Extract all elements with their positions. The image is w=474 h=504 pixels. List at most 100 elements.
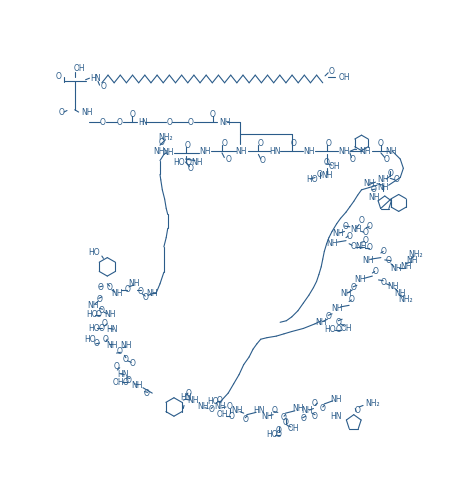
Text: O: O [329, 67, 335, 76]
Text: NH: NH [377, 175, 389, 184]
Text: O: O [380, 278, 386, 287]
Text: O: O [98, 324, 104, 333]
Text: NH: NH [162, 148, 173, 157]
Text: NH: NH [215, 403, 226, 411]
Text: NH: NH [131, 381, 143, 390]
Text: O: O [370, 185, 376, 195]
Text: O: O [378, 139, 384, 148]
Text: O: O [358, 216, 365, 225]
Text: NH: NH [87, 301, 98, 310]
Text: O: O [107, 283, 112, 292]
Text: NH: NH [362, 256, 374, 265]
Text: NH: NH [326, 239, 338, 248]
Text: NH: NH [338, 147, 349, 156]
Text: OH: OH [216, 410, 228, 419]
Text: HO: HO [86, 310, 98, 319]
Text: O: O [343, 222, 349, 230]
Text: O: O [96, 310, 102, 319]
Text: O: O [276, 425, 282, 434]
Text: O: O [380, 247, 386, 256]
Text: NH: NH [104, 310, 115, 319]
Text: HO: HO [84, 335, 96, 344]
Text: HO: HO [88, 248, 100, 258]
Text: O: O [312, 399, 318, 408]
Text: NH₂: NH₂ [365, 399, 380, 408]
Text: O: O [283, 418, 289, 427]
Text: NH: NH [356, 242, 367, 251]
Text: O: O [387, 169, 393, 178]
Text: O: O [93, 339, 100, 348]
Text: O: O [137, 287, 144, 296]
Text: NH: NH [128, 279, 139, 288]
Text: O: O [291, 139, 296, 148]
Text: O: O [227, 403, 233, 411]
Text: O: O [158, 139, 164, 147]
Text: NH: NH [111, 288, 123, 297]
Text: NH: NH [232, 406, 243, 415]
Text: H: H [138, 117, 144, 127]
Text: OH: OH [112, 378, 124, 387]
Text: NH: NH [406, 256, 418, 265]
Text: O: O [129, 110, 135, 119]
Text: NH: NH [146, 288, 158, 297]
Text: O: O [326, 311, 332, 321]
Text: O: O [210, 110, 216, 119]
Text: NH₂: NH₂ [153, 147, 168, 156]
Text: NH: NH [330, 395, 342, 404]
Text: OH: OH [288, 424, 299, 433]
Text: NH: NH [106, 341, 118, 350]
Text: O: O [242, 415, 248, 424]
Text: NH: NH [385, 147, 397, 156]
Text: HN: HN [254, 406, 265, 415]
Text: O: O [324, 158, 329, 167]
Text: O: O [99, 306, 105, 315]
Text: NH: NH [120, 341, 132, 350]
Text: O: O [363, 228, 368, 237]
Text: HO: HO [173, 158, 185, 167]
Text: O: O [225, 155, 231, 163]
Text: O: O [383, 155, 389, 163]
Text: NH: NH [219, 117, 230, 127]
Text: OH: OH [73, 65, 85, 74]
Text: O: O [100, 82, 106, 91]
Text: NH: NH [400, 263, 411, 271]
Text: NH: NH [354, 275, 366, 284]
Text: OH: OH [328, 162, 340, 171]
Text: HN: HN [106, 326, 118, 335]
Text: O: O [281, 413, 287, 422]
Text: OH: OH [338, 73, 350, 82]
Text: NH: NH [301, 406, 313, 415]
Text: O: O [123, 355, 129, 364]
Text: O: O [117, 117, 123, 127]
Text: O: O [393, 175, 399, 184]
Text: HO: HO [306, 175, 318, 184]
Text: NH: NH [261, 412, 273, 421]
Text: N: N [94, 74, 100, 83]
Text: NH₂: NH₂ [398, 295, 413, 304]
Text: O: O [326, 139, 332, 148]
Text: O: O [349, 155, 355, 163]
Text: O: O [144, 389, 150, 398]
Text: O: O [312, 412, 318, 421]
Text: NH: NH [292, 404, 304, 413]
Text: N: N [141, 117, 147, 127]
Text: O: O [59, 107, 64, 116]
Text: O: O [117, 347, 123, 356]
Text: HO: HO [88, 324, 100, 333]
Text: NH: NH [81, 107, 92, 116]
Text: O: O [97, 295, 102, 304]
Text: NH: NH [321, 171, 332, 180]
Text: NH₂: NH₂ [409, 250, 423, 259]
Text: O: O [351, 242, 357, 251]
Text: O: O [348, 295, 355, 304]
Text: O: O [166, 117, 172, 127]
Text: O: O [366, 222, 372, 230]
Text: NH: NH [197, 403, 209, 411]
Text: O: O [272, 406, 278, 415]
Text: NH: NH [360, 147, 371, 156]
Text: NH: NH [332, 229, 344, 238]
Text: O: O [276, 430, 282, 439]
Text: HN: HN [117, 370, 128, 379]
Text: O: O [208, 405, 214, 414]
Text: O: O [129, 359, 135, 368]
